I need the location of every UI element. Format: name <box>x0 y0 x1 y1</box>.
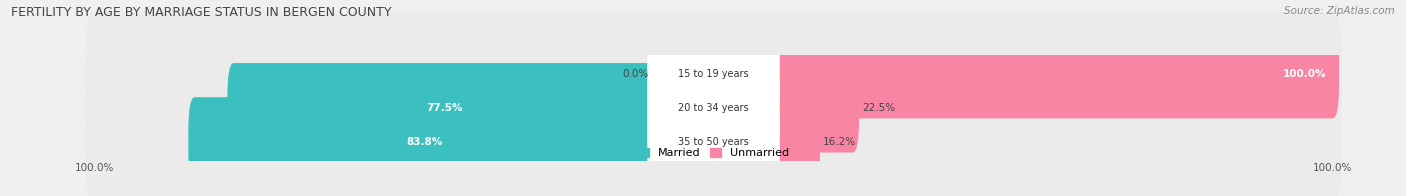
Text: 15 to 19 years: 15 to 19 years <box>678 69 749 79</box>
FancyBboxPatch shape <box>647 23 780 124</box>
FancyBboxPatch shape <box>84 12 1343 135</box>
Text: 100.0%: 100.0% <box>1284 69 1327 79</box>
FancyBboxPatch shape <box>707 29 1339 118</box>
FancyBboxPatch shape <box>228 63 720 152</box>
Text: 77.5%: 77.5% <box>426 103 463 113</box>
Text: 83.8%: 83.8% <box>406 137 443 147</box>
Text: Source: ZipAtlas.com: Source: ZipAtlas.com <box>1284 6 1395 16</box>
Text: 22.5%: 22.5% <box>862 103 896 113</box>
FancyBboxPatch shape <box>647 91 780 192</box>
FancyBboxPatch shape <box>647 57 780 158</box>
FancyBboxPatch shape <box>84 46 1343 170</box>
FancyBboxPatch shape <box>707 63 859 152</box>
FancyBboxPatch shape <box>707 97 820 187</box>
Text: 20 to 34 years: 20 to 34 years <box>678 103 749 113</box>
Text: 16.2%: 16.2% <box>823 137 856 147</box>
FancyBboxPatch shape <box>188 97 720 187</box>
Text: 35 to 50 years: 35 to 50 years <box>678 137 749 147</box>
FancyBboxPatch shape <box>84 80 1343 196</box>
Legend: Married, Unmarried: Married, Unmarried <box>634 144 793 163</box>
Text: 0.0%: 0.0% <box>623 69 648 79</box>
Text: FERTILITY BY AGE BY MARRIAGE STATUS IN BERGEN COUNTY: FERTILITY BY AGE BY MARRIAGE STATUS IN B… <box>11 6 392 19</box>
